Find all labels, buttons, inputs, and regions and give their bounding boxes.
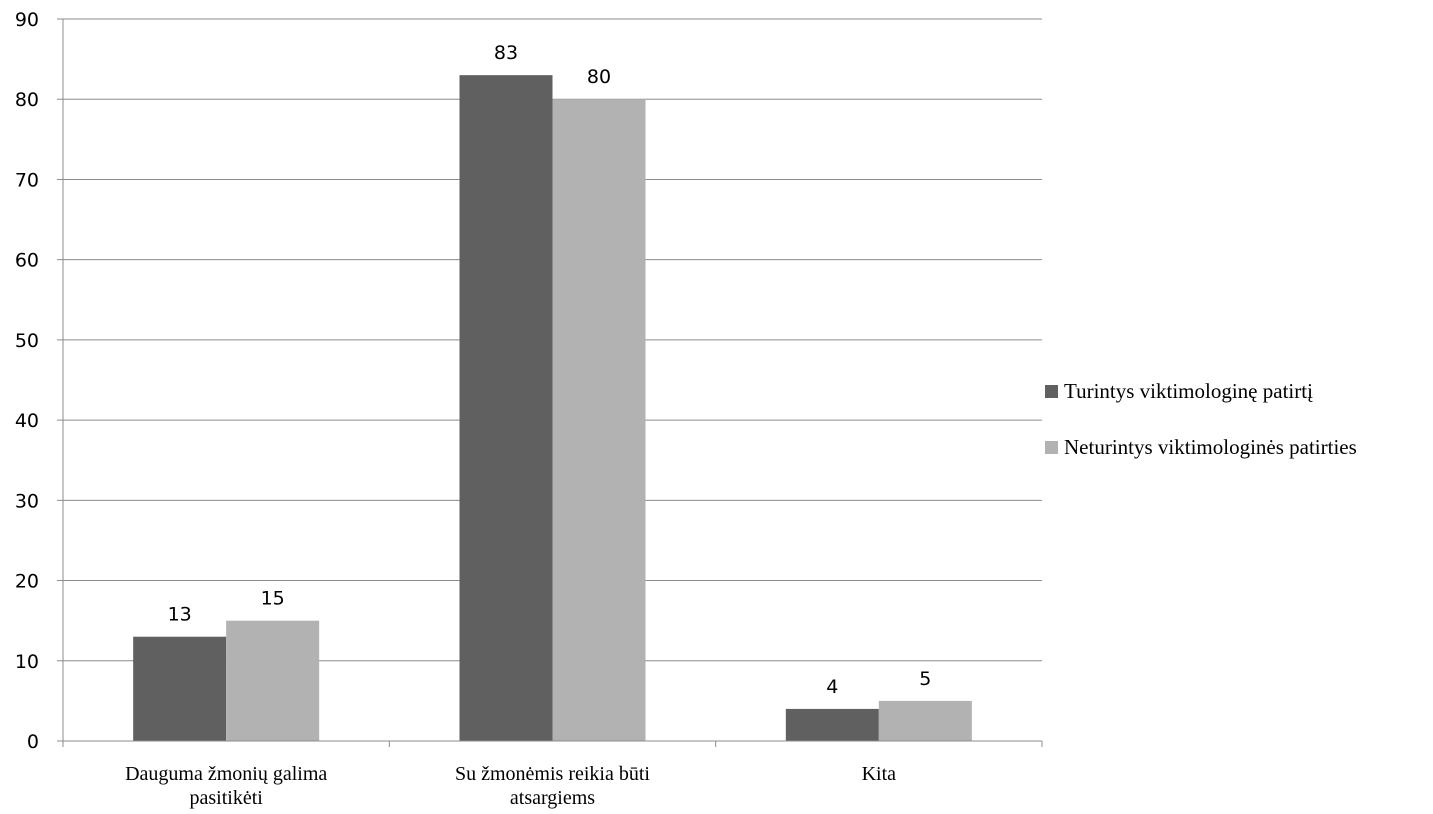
y-tick-label: 40 [15,410,39,432]
legend: Turintys viktimologinę patirtį Neturinty… [1045,378,1357,490]
legend-swatch-series-1 [1045,384,1058,398]
legend-item-series-2: Neturintys viktimologinės patirties [1045,434,1357,460]
x-tick-label-line: pasitikėti [190,787,264,809]
bar-series-1 [459,75,553,741]
data-label: 83 [494,42,518,64]
y-tick-label: 80 [15,89,39,111]
legend-label-series-1: Turintys viktimologinę patirtį [1064,378,1313,403]
x-tick-label-line: Dauguma žmonių galima [125,763,327,785]
data-label: 15 [261,588,285,610]
x-tick-label: Kita [862,763,897,785]
bar-series-1 [133,636,227,741]
y-tick-label: 30 [15,490,39,512]
bar-series-2 [552,99,646,741]
data-label: 13 [168,604,192,626]
x-tick-label-line: atsargiems [510,787,595,809]
x-tick-label: Dauguma žmonių galima pasitikėti [125,763,327,809]
bar-series-2 [878,700,972,741]
y-tick-label: 10 [15,651,39,673]
x-tick-label-line: Su žmonėmis reikia būti [455,763,650,785]
legend-label-series-2: Neturintys viktimologinės patirties [1064,434,1357,459]
axes [57,18,1043,747]
y-tick-label: 60 [15,250,39,272]
x-tick-label: Su žmonėmis reikia būti atsargiems [455,763,650,809]
bar-series-1 [785,708,879,741]
y-tick-label: 90 [15,9,39,31]
bars [133,75,972,741]
data-label: 80 [587,66,611,88]
bar-series-2 [226,620,320,741]
y-tick-label: 70 [15,169,39,191]
y-tick-label: 20 [15,571,39,593]
labels: 0 10 20 30 40 50 60 70 80 90 13 15 Dauguma žmonių ga… [15,9,932,809]
y-tick-label: 50 [15,330,39,352]
data-label: 4 [826,676,838,698]
y-tick-label: 0 [27,731,39,753]
data-label: 5 [919,668,931,690]
x-tick-label-line: Kita [862,763,897,785]
legend-swatch-series-2 [1045,440,1058,454]
legend-item-series-1: Turintys viktimologinę patirtį [1045,378,1357,404]
